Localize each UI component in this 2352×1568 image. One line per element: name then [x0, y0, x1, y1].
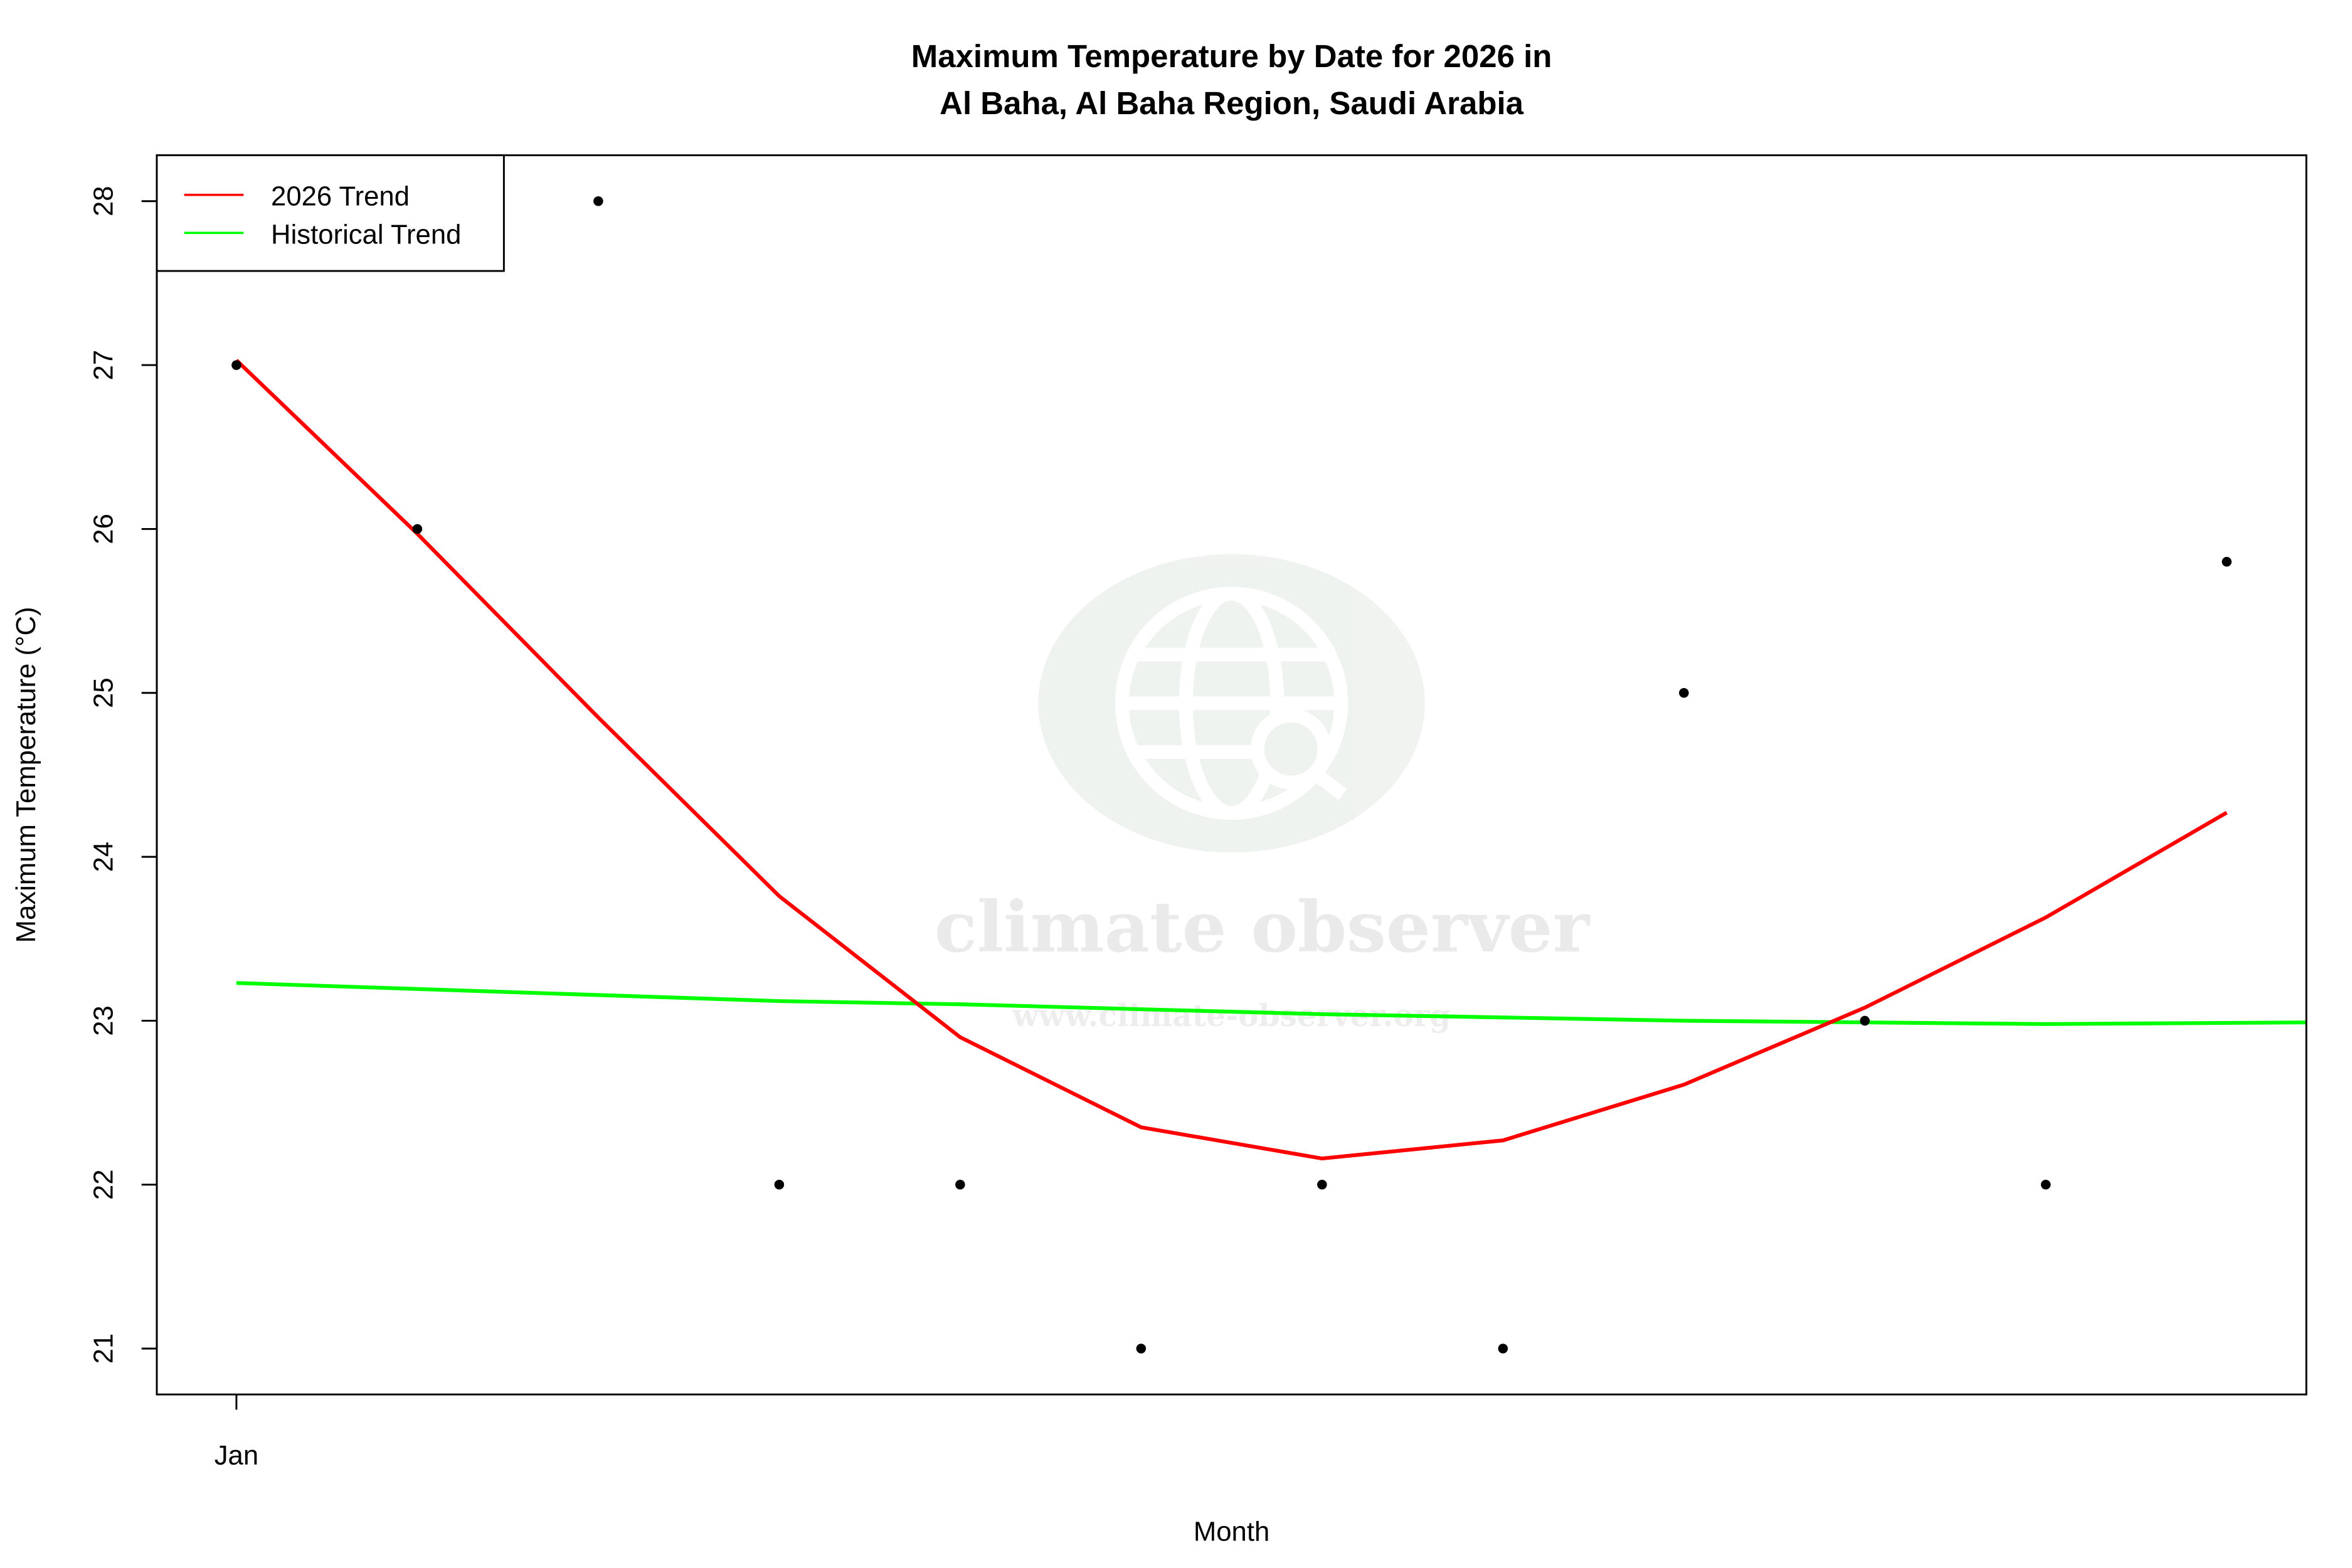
data-point [231, 360, 241, 370]
chart-title-line2: Al Baha, Al Baha Region, Saudi Arabia [940, 85, 1523, 121]
y-tick-label: 28 [88, 186, 119, 216]
chart-title-line1: Maximum Temperature by Date for 2026 in [911, 38, 1552, 74]
legend-label-historical-trend: Historical Trend [271, 219, 461, 250]
data-point [774, 1180, 785, 1190]
legend-label-2026-trend: 2026 Trend [271, 181, 410, 212]
y-axis-label: Maximum Temperature (°C) [11, 607, 41, 943]
y-tick-label: 21 [88, 1333, 119, 1364]
watermark: climate observer www.climate-observer.or… [935, 554, 1591, 1034]
x-axis: Jan [215, 1394, 258, 1471]
data-point [1498, 1343, 1508, 1353]
x-axis-label: Month [1194, 1516, 1269, 1547]
legend: 2026 Trend Historical Trend [156, 154, 505, 272]
watermark-name: climate observer [935, 886, 1591, 968]
data-point [1136, 1343, 1147, 1353]
series-line-2026-trend [235, 359, 2228, 1161]
series-line-historical-trend [236, 981, 2307, 1026]
x-tick-label: Jan [215, 1440, 258, 1471]
y-tick-label: 23 [88, 1005, 119, 1036]
data-point [412, 524, 423, 534]
data-point [1679, 688, 1689, 698]
data-point [2222, 556, 2232, 567]
data-point [2041, 1180, 2051, 1190]
data-point [593, 196, 603, 206]
data-point [1317, 1180, 1327, 1190]
y-tick-label: 26 [88, 514, 119, 544]
y-axis: 21 22 23 24 25 26 27 28 [88, 186, 158, 1364]
y-tick-label: 27 [88, 350, 119, 381]
y-tick-label: 25 [88, 677, 119, 708]
y-tick-label: 22 [88, 1169, 119, 1200]
data-point [955, 1180, 965, 1190]
y-tick-label: 24 [88, 842, 119, 872]
legend-box [156, 154, 505, 272]
data-point [1860, 1015, 1870, 1026]
